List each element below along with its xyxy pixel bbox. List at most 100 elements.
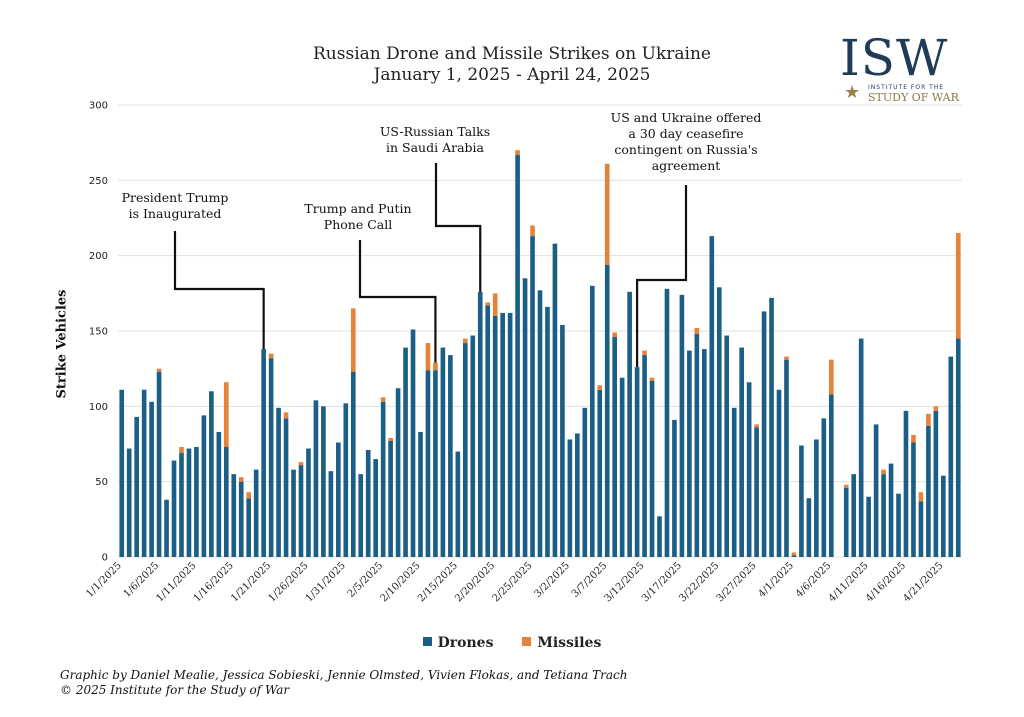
drone-bar [485,305,491,557]
missile-bar [462,338,468,344]
drone-bar [492,315,498,557]
missile-bar [604,163,610,265]
annotation-leader-line [358,240,437,363]
legend-item-drones: Drones [422,635,493,651]
drone-bar [649,380,655,557]
drone-bar [410,329,416,557]
legend-swatch-missiles [522,637,532,646]
drone-bar [560,324,565,557]
drone-bar [328,471,334,557]
drone-bar [873,424,879,557]
missile-bar [926,413,931,426]
x-tick-label: 1/1/2025 [84,560,124,600]
drone-bar [395,388,401,557]
drone-bar [814,439,819,557]
missile-bar [492,293,498,316]
drone-bar [298,465,304,557]
chart-subtitle: January 1, 2025 - April 24, 2025 [373,65,651,85]
drone-bar [141,389,147,557]
drone-bar [672,419,677,557]
drone-bar [507,312,513,557]
logo-line1: INSTITUTE FOR THE [868,84,945,91]
annotation-label: US-Russian Talks in Saudi Arabia [380,124,490,155]
drone-bar [530,236,535,557]
credit-block: Graphic by Daniel Mealie, Jessica Sobies… [60,668,627,698]
annotation-label: US and Ukraine offered a 30 day ceasefire… [611,110,762,173]
x-tick-label: 4/21/2025 [901,560,945,604]
drone-bar [881,474,886,557]
drone-bar [119,389,125,557]
drone-bar [373,459,378,557]
drone-bar [604,264,610,557]
missile-bar [530,225,535,237]
x-tick-label: 3/27/2025 [715,560,759,604]
drone-bar [911,442,916,557]
legend-item-missiles: Missiles [522,635,601,651]
drone-bar [552,243,558,557]
drone-bar [716,287,722,557]
drone-bar [126,448,132,557]
missile-bar [433,362,438,371]
drone-bar [455,451,461,557]
missile-bar [612,332,618,338]
x-tick-label: 4/6/2025 [794,560,834,600]
drone-bar [291,469,296,557]
drone-bar [694,334,700,557]
drone-bar [687,350,692,557]
drone-bar [358,474,364,557]
drone-bar [664,288,670,557]
drone-bar [619,377,625,557]
drone-bar [209,391,214,557]
missile-bar [485,302,491,306]
missile-bar [179,447,184,454]
drone-bar [657,516,662,557]
drone-bar [425,370,431,557]
drone-bar [440,347,446,557]
drone-bar [283,418,289,557]
drone-bar [888,463,894,557]
drone-bar [567,439,573,557]
drone-bar [433,370,438,557]
drone-bar [582,407,588,557]
drone-bar [761,311,767,557]
y-tick-label: 100 [89,402,108,413]
drone-bar [156,371,162,557]
x-tick-label: 3/2/2025 [532,560,572,600]
drone-bar [709,236,715,557]
drone-bar [306,448,311,557]
drone-bar [149,401,154,557]
drone-bar [948,356,954,557]
drone-bar [821,418,827,557]
isw-logo: ISW ★ INSTITUTE FOR THE STUDY OF WAR [836,30,986,108]
missile-bar [694,327,700,335]
drone-bar [343,403,349,557]
drone-bar [589,285,595,557]
missile-bar [238,477,244,482]
drone-bar [866,496,871,557]
annotation-label: Trump and Putin Phone Call [304,201,411,232]
drone-bar [597,389,603,557]
annotation-leader-line [434,163,482,292]
y-tick-label: 300 [89,101,108,112]
annotation-leader-line [173,231,265,350]
drone-bar [799,445,804,557]
drone-bar [350,371,356,557]
drone-bar [731,407,737,557]
drone-bar [537,290,543,557]
drone-bar [470,335,476,557]
drone-bar [918,501,924,557]
drone-bar [418,431,423,557]
drone-bar [769,297,774,557]
star-icon: ★ [844,82,861,103]
legend: Drones Missiles [0,635,1024,651]
drone-bar [246,498,252,557]
logo-line2: STUDY OF WAR [868,91,959,104]
y-tick-label: 50 [95,477,108,488]
drone-bar [933,410,939,557]
x-tick-label: 1/31/2025 [304,560,348,604]
y-tick-label: 250 [89,176,108,187]
drone-bar [462,343,468,557]
missile-bar [754,424,759,428]
x-tick-label: 2/25/2025 [491,560,535,604]
legend-swatch-drones [422,637,432,646]
